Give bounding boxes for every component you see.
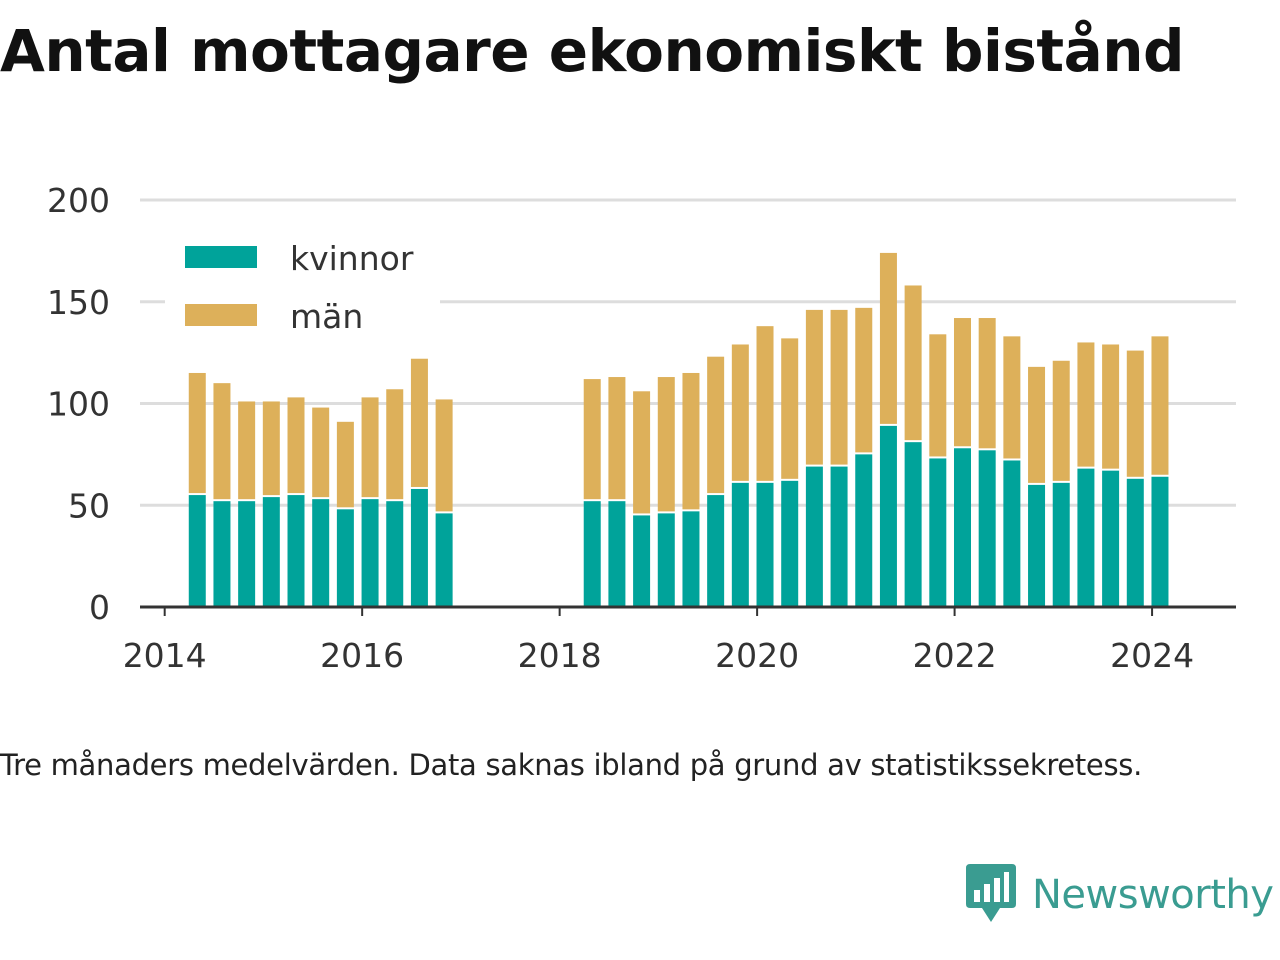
bar-kvinnor <box>312 499 330 607</box>
bar-man <box>213 383 231 500</box>
footnote: Tre månaders medelvärden. Data saknas ib… <box>0 748 1142 782</box>
bar-kvinnor <box>386 501 404 607</box>
y-tick-label: 50 <box>68 486 110 525</box>
bar-man <box>682 372 700 510</box>
bars <box>188 252 1169 607</box>
bar-man <box>1077 342 1095 467</box>
bar-man <box>1028 366 1046 483</box>
bar-kvinnor <box>781 480 799 607</box>
bar-kvinnor <box>805 466 823 607</box>
bar-kvinnor <box>1052 482 1070 607</box>
bar-kvinnor <box>583 501 601 607</box>
bar-man <box>386 389 404 500</box>
bar-man <box>1151 336 1169 475</box>
bar-man <box>410 358 428 487</box>
x-tick-label: 2024 <box>1110 636 1194 675</box>
bar-kvinnor <box>287 495 305 607</box>
legend-label: kvinnor <box>290 239 414 278</box>
bar-man <box>953 318 971 447</box>
bar-man <box>361 397 379 498</box>
y-tick-label: 150 <box>47 283 110 322</box>
axes: 0 50 100 150 200 2014 2016 2018 2020 2022 2024 <box>47 181 1236 675</box>
bar-kvinnor <box>238 501 256 607</box>
bar-man <box>633 391 651 514</box>
bar-kvinnor <box>707 495 725 607</box>
brand-name: Newsworthy <box>1032 872 1274 918</box>
x-tick-label: 2018 <box>518 636 602 675</box>
bar-man <box>830 309 848 465</box>
x-tick-label: 2020 <box>715 636 799 675</box>
legend-swatch <box>185 304 257 326</box>
bar-man <box>1003 336 1021 459</box>
bar-kvinnor <box>830 466 848 607</box>
bar-man <box>879 252 897 424</box>
bar-man <box>657 377 675 512</box>
bar-man <box>929 334 947 457</box>
y-tick-label: 200 <box>47 181 110 220</box>
bar-kvinnor <box>657 513 675 607</box>
bar-kvinnor <box>1126 478 1144 607</box>
bar-kvinnor <box>1028 484 1046 607</box>
bar-man <box>731 344 749 481</box>
bar-kvinnor <box>1151 476 1169 607</box>
legend-swatch <box>185 246 257 268</box>
bar-kvinnor <box>879 425 897 607</box>
bar-kvinnor <box>608 501 626 607</box>
bar-kvinnor <box>633 515 651 607</box>
bar-man <box>707 356 725 494</box>
bar-man <box>435 399 453 512</box>
bar-man <box>978 318 996 449</box>
bar-kvinnor <box>929 458 947 607</box>
bar-man <box>287 397 305 494</box>
bar-man <box>336 421 354 508</box>
chart-title: Antal mottagare ekonomiskt bistånd <box>0 17 1185 85</box>
legend-label: män <box>290 297 363 336</box>
bar-chart-speech-bubble-icon <box>966 864 1016 922</box>
y-tick-label: 100 <box>47 385 110 424</box>
brand: Newsworthy <box>966 864 1274 926</box>
bar-kvinnor <box>336 509 354 607</box>
bar-man <box>1052 360 1070 481</box>
bar-man <box>583 379 601 500</box>
bar-man <box>1102 344 1120 469</box>
bar-man <box>262 401 280 496</box>
bar-man <box>756 326 774 481</box>
bar-man <box>781 338 799 479</box>
bar-kvinnor <box>855 454 873 607</box>
x-tick-label: 2014 <box>123 636 207 675</box>
x-tick-label: 2016 <box>320 636 404 675</box>
bar-kvinnor <box>1102 470 1120 607</box>
bar-kvinnor <box>435 513 453 607</box>
x-tick-label: 2022 <box>913 636 997 675</box>
bar-kvinnor <box>1077 468 1095 607</box>
bar-kvinnor <box>756 482 774 607</box>
bar-man <box>312 407 330 498</box>
bar-man <box>608 377 626 500</box>
bar-kvinnor <box>1003 460 1021 607</box>
bar-kvinnor <box>978 450 996 607</box>
bar-man <box>805 309 823 465</box>
bar-kvinnor <box>262 497 280 607</box>
bar-kvinnor <box>410 488 428 607</box>
bar-kvinnor <box>682 511 700 607</box>
bar-man <box>1126 350 1144 477</box>
bar-kvinnor <box>731 482 749 607</box>
y-tick-label: 0 <box>89 588 110 627</box>
bar-man <box>238 401 256 500</box>
bar-kvinnor <box>361 499 379 607</box>
bar-kvinnor <box>953 448 971 607</box>
bar-kvinnor <box>188 495 206 607</box>
bar-man <box>855 307 873 453</box>
bar-man <box>904 285 922 441</box>
bar-man <box>188 372 206 494</box>
legend: kvinnor män <box>165 228 440 343</box>
bar-kvinnor <box>904 442 922 607</box>
bar-kvinnor <box>213 501 231 607</box>
